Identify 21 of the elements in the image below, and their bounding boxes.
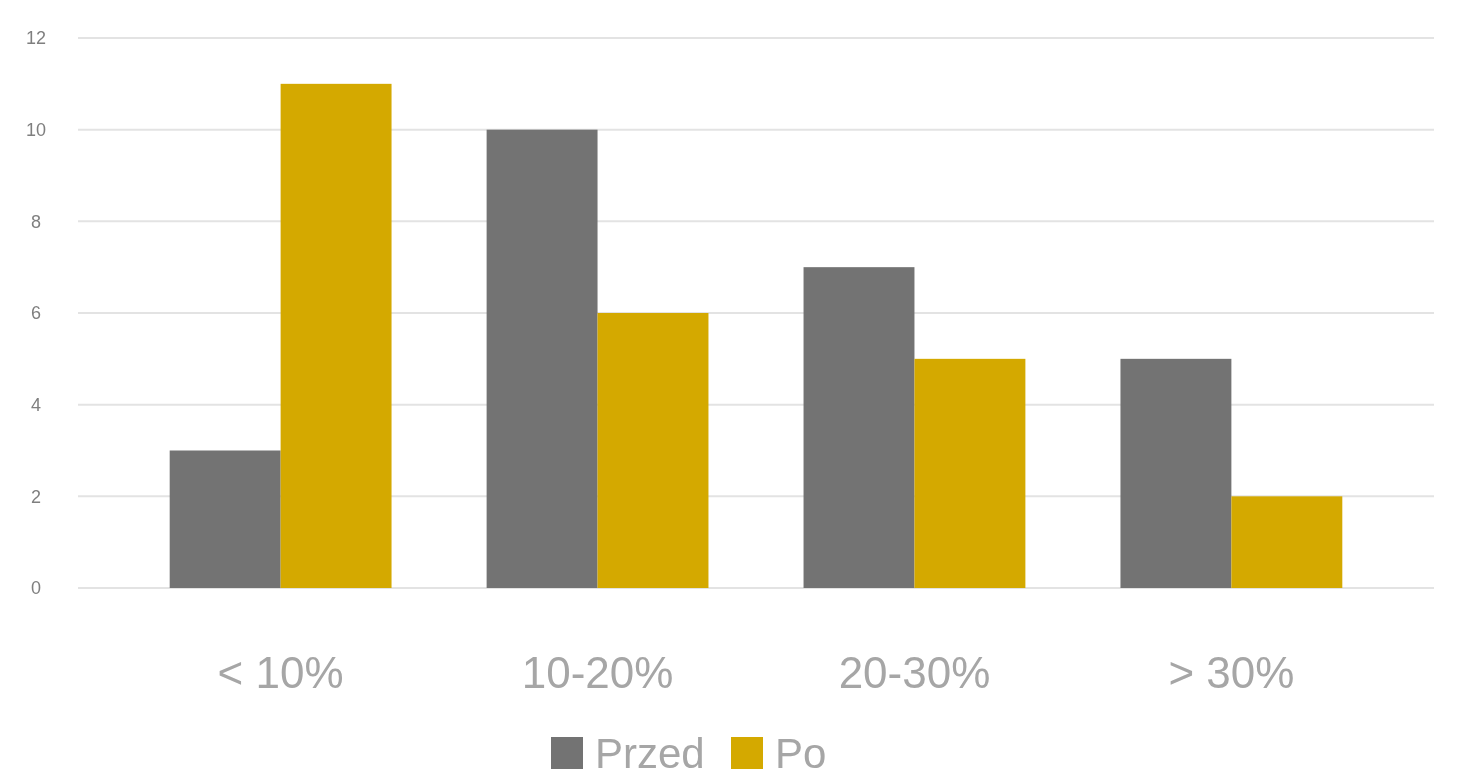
y-tick-label: 10	[25, 119, 47, 140]
y-tick-label: 12	[25, 28, 47, 49]
y-tick-label: 2	[30, 486, 42, 507]
legend-label: Po	[775, 729, 827, 777]
bar	[280, 83, 392, 588]
bar	[803, 267, 915, 588]
bar	[914, 358, 1026, 588]
y-tick-label: 0	[30, 578, 42, 599]
bar	[1231, 496, 1343, 588]
bar	[169, 450, 281, 588]
bar	[1120, 358, 1232, 588]
y-tick-label: 6	[30, 303, 42, 324]
x-tick-label: < 10%	[217, 648, 344, 697]
legend-label: Przed	[595, 729, 705, 777]
y-tick-label: 8	[30, 211, 42, 232]
bar	[486, 129, 598, 588]
y-tick-label: 4	[30, 394, 42, 415]
x-tick-label: > 30%	[1168, 648, 1295, 697]
bar	[597, 313, 709, 588]
x-tick-label: 20-30%	[838, 648, 991, 697]
x-tick-label: 10-20%	[521, 648, 674, 697]
